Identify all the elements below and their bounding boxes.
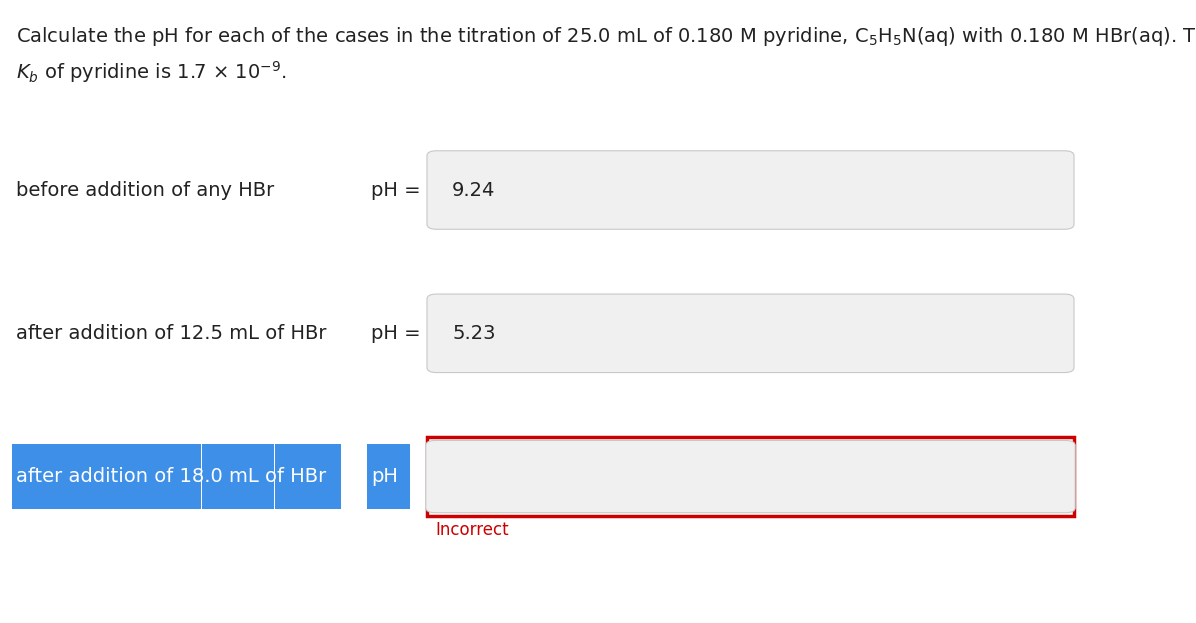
FancyBboxPatch shape	[275, 444, 341, 509]
Text: pH =: pH =	[371, 181, 420, 199]
Text: pH: pH	[371, 467, 397, 486]
Text: =: =	[426, 467, 443, 486]
FancyBboxPatch shape	[202, 444, 274, 509]
FancyBboxPatch shape	[427, 294, 1074, 373]
Text: Calculate the pH for each of the cases in the titration of 25.0 mL of 0.180 M py: Calculate the pH for each of the cases i…	[16, 25, 1196, 48]
Text: $K_b$ of pyridine is 1.7 $\times$ 10$^{-9}$.: $K_b$ of pyridine is 1.7 $\times$ 10$^{-…	[16, 59, 286, 85]
FancyBboxPatch shape	[367, 444, 410, 509]
Text: after addition of 18.0 mL of HBr: after addition of 18.0 mL of HBr	[16, 467, 325, 486]
Text: after addition of 12.5 mL of HBr: after addition of 12.5 mL of HBr	[16, 324, 327, 343]
FancyBboxPatch shape	[12, 444, 201, 509]
FancyBboxPatch shape	[427, 437, 1074, 516]
FancyBboxPatch shape	[427, 151, 1074, 229]
Text: 9.24: 9.24	[452, 181, 495, 199]
Text: pH =: pH =	[371, 324, 420, 343]
FancyBboxPatch shape	[426, 440, 1075, 513]
Text: before addition of any HBr: before addition of any HBr	[16, 181, 274, 199]
Text: 5.23: 5.23	[452, 324, 495, 343]
Text: Incorrect: Incorrect	[435, 521, 509, 539]
